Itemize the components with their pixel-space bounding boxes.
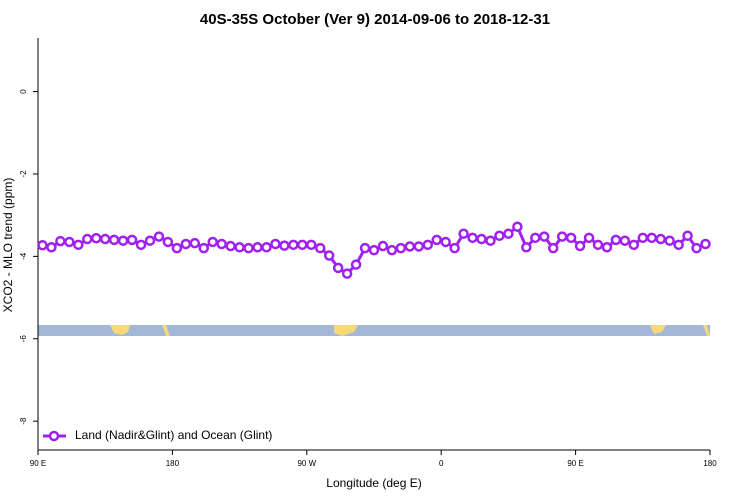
point [440, 236, 451, 248]
point [225, 240, 236, 252]
point [458, 228, 469, 239]
point [216, 238, 227, 250]
point [574, 240, 586, 252]
point [583, 232, 595, 244]
point [153, 231, 165, 242]
point [449, 242, 460, 254]
point [673, 239, 684, 251]
point [530, 232, 541, 244]
point [556, 231, 568, 242]
point [547, 242, 559, 254]
point [99, 233, 111, 245]
point [135, 239, 147, 251]
x-tick-label: 0 [439, 459, 444, 468]
y-tick-label: -6 [19, 335, 28, 343]
point [682, 230, 693, 242]
legend-marker [48, 430, 60, 442]
point [180, 238, 192, 250]
x-tick-label: 90 E [567, 459, 583, 468]
legend-label: Land (Nadir&Glint) and Ocean (Glint) [75, 428, 272, 442]
point [332, 262, 344, 274]
point [404, 241, 416, 252]
point [521, 242, 532, 253]
point [377, 240, 389, 252]
point [270, 238, 281, 250]
point [314, 242, 326, 254]
point [117, 235, 129, 246]
point [700, 238, 711, 250]
point [646, 232, 658, 244]
x-tick-label: 90 W [297, 459, 316, 468]
y-axis-label: XCO2 - MLO trend (ppm) [1, 178, 15, 313]
point [485, 235, 496, 246]
point [422, 239, 434, 251]
point [467, 232, 478, 244]
point [234, 242, 245, 253]
point [46, 242, 57, 253]
y-tick-label: -2 [19, 170, 28, 178]
y-tick-label: -4 [19, 252, 28, 260]
point [126, 234, 138, 246]
point [55, 235, 66, 247]
y-tick-label: -8 [19, 417, 28, 425]
x-tick-label: 180 [166, 459, 180, 468]
chart-title: 40S-35S October (Ver 9) 2014-09-06 to 20… [200, 11, 550, 28]
point [108, 234, 120, 246]
point [655, 233, 666, 245]
point [189, 237, 201, 249]
point [82, 233, 93, 245]
point [90, 232, 102, 244]
point [503, 228, 514, 239]
point [476, 233, 487, 245]
point [207, 236, 218, 248]
point [691, 242, 702, 254]
point [288, 239, 299, 251]
point [368, 244, 380, 256]
x-tick-label: 90 E [30, 459, 46, 468]
point [64, 236, 75, 248]
point [162, 236, 174, 248]
point [386, 244, 398, 256]
point [279, 240, 290, 251]
point [494, 230, 505, 242]
point [323, 250, 335, 261]
point [395, 242, 407, 254]
point [37, 239, 48, 251]
point [261, 242, 272, 253]
point [619, 235, 631, 246]
point [601, 242, 613, 253]
point [350, 259, 362, 270]
point [628, 239, 640, 251]
point [538, 231, 550, 242]
point [252, 242, 263, 253]
point [341, 268, 353, 279]
point [144, 235, 156, 246]
point [73, 239, 84, 251]
point [431, 234, 442, 246]
point [171, 242, 183, 254]
point [359, 242, 371, 254]
land-ocean-band [38, 325, 710, 336]
point [637, 232, 649, 244]
point [664, 235, 675, 246]
point [592, 239, 604, 251]
x-tick-label: 180 [703, 459, 717, 468]
point [243, 242, 254, 254]
point [198, 242, 210, 254]
point [610, 234, 622, 246]
y-tick-label: 0 [19, 89, 28, 94]
point [413, 241, 425, 252]
x-axis-label: Longitude (deg E) [326, 476, 421, 490]
point [565, 232, 577, 244]
point [306, 239, 317, 251]
point [297, 239, 308, 251]
point [512, 221, 523, 232]
